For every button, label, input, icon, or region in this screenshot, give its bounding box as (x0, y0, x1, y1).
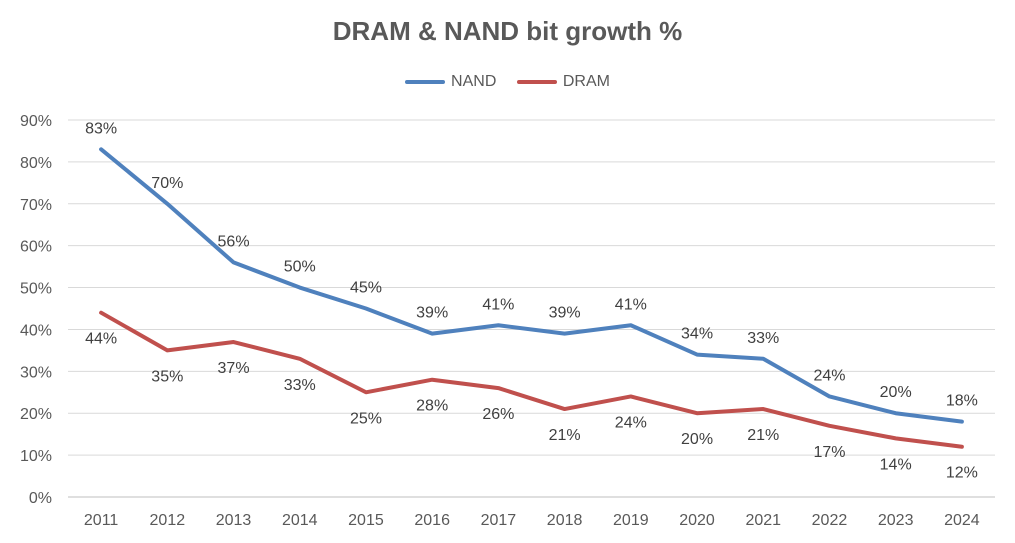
data-label-nand: 83% (85, 120, 117, 137)
y-tick-label: 80% (20, 155, 52, 172)
data-label-dram: 14% (880, 456, 912, 473)
legend-item-nand: NAND (405, 73, 496, 91)
data-label-nand: 70% (151, 175, 183, 192)
y-tick-label: 60% (20, 239, 52, 256)
legend-swatch-nand (405, 80, 446, 84)
data-label-nand: 50% (284, 259, 316, 276)
legend-label-dram: DRAM (562, 73, 610, 90)
data-label-dram: 33% (284, 377, 316, 394)
x-tick-label: 2018 (547, 512, 583, 529)
y-tick-label: 90% (20, 113, 52, 130)
x-tick-label: 2015 (348, 512, 384, 529)
data-label-dram: 44% (85, 331, 117, 348)
y-tick-label: 30% (20, 364, 52, 381)
x-tick-label: 2016 (414, 512, 450, 529)
x-tick-label: 2013 (216, 512, 252, 529)
series-line-nand (99, 147, 964, 424)
data-label-dram: 12% (946, 465, 978, 482)
y-tick-label: 10% (20, 448, 52, 465)
x-tick-label: 2024 (944, 512, 980, 529)
y-tick-label: 40% (20, 322, 52, 339)
data-label-dram: 26% (482, 406, 514, 423)
legend-item-dram: DRAM (516, 73, 610, 91)
legend-label-nand: NAND (451, 73, 497, 90)
x-tick-label: 2014 (282, 512, 318, 529)
data-label-dram: 21% (747, 427, 779, 444)
data-label-nand: 24% (813, 367, 845, 384)
y-tick-label: 0% (29, 490, 52, 507)
data-label-nand: 34% (681, 326, 713, 343)
data-label-dram: 25% (350, 410, 382, 427)
chart-title: DRAM & NAND bit growth % (332, 16, 683, 46)
legend-swatch-dram (516, 80, 557, 84)
x-tick-label: 2021 (745, 512, 781, 529)
x-tick-label: 2020 (679, 512, 715, 529)
data-label-dram: 21% (549, 427, 581, 444)
x-tick-label: 2011 (84, 512, 119, 529)
data-label-nand: 20% (880, 384, 912, 401)
data-label-nand: 18% (946, 393, 978, 410)
x-tick-label: 2023 (878, 512, 914, 529)
data-label-nand: 56% (218, 233, 250, 250)
data-label-dram: 24% (615, 414, 647, 431)
x-tick-label: 2022 (812, 512, 848, 529)
x-tick-label: 2012 (150, 512, 186, 529)
data-label-nand: 39% (549, 305, 581, 322)
data-label-nand: 45% (350, 280, 382, 297)
data-label-nand: 41% (615, 296, 647, 313)
x-tick-label: 2019 (613, 512, 649, 529)
data-label-dram: 17% (813, 444, 845, 461)
data-label-nand: 33% (747, 330, 779, 347)
y-tick-label: 20% (20, 406, 52, 423)
data-label-nand: 41% (482, 296, 514, 313)
data-label-dram: 20% (681, 431, 713, 448)
data-label-nand: 39% (416, 305, 448, 322)
data-label-dram: 28% (416, 398, 448, 415)
y-tick-label: 50% (20, 281, 52, 298)
x-tick-label: 2017 (481, 512, 517, 529)
series-line-dram (99, 310, 964, 449)
y-tick-label: 70% (20, 197, 52, 214)
legend: NAND DRAM (0, 71, 1015, 91)
data-label-dram: 37% (218, 360, 250, 377)
data-label-dram: 35% (151, 368, 183, 385)
